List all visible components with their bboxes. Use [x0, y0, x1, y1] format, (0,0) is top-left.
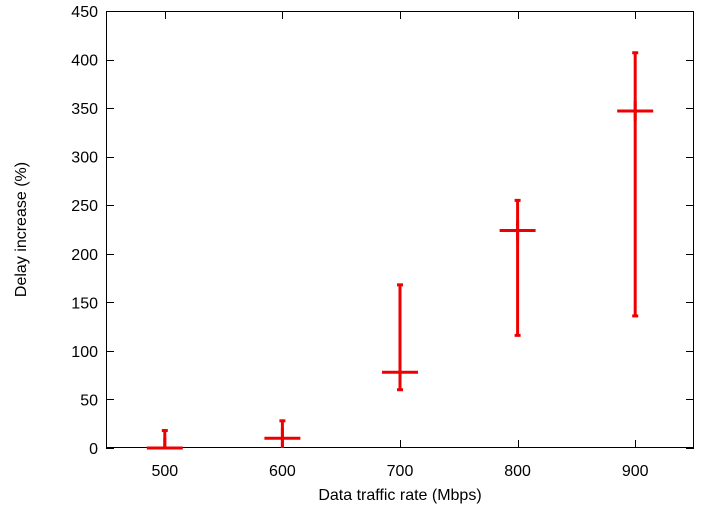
ticks: 0 50 100 150 200 250 300 350 400 450 500 600 700 800 9…	[71, 4, 694, 480]
data-point	[499, 198, 536, 337]
data-point	[264, 419, 301, 448]
x-tick-label: 900	[622, 463, 649, 480]
y-axis-label: Delay increase (%)	[13, 162, 30, 297]
x-tick-label: 500	[151, 463, 178, 480]
y-tick-label: 100	[71, 344, 98, 361]
data-point	[617, 51, 654, 318]
y-tick-label: 300	[71, 150, 98, 167]
x-axis-label: Data traffic rate (Mbps)	[318, 487, 481, 504]
y-tick-label: 0	[89, 441, 98, 458]
data-series	[146, 51, 654, 450]
x-tick-label: 800	[504, 463, 531, 480]
y-tick-label: 450	[71, 4, 98, 21]
y-tick-label: 250	[71, 198, 98, 215]
data-point	[382, 283, 418, 392]
data-point	[146, 429, 183, 450]
y-tick-label: 150	[71, 295, 98, 312]
y-tick-label: 400	[71, 53, 98, 70]
x-tick-label: 600	[269, 463, 296, 480]
y-tick-label: 200	[71, 247, 98, 264]
y-tick-label: 50	[80, 392, 98, 409]
y-tick-label: 350	[71, 101, 98, 118]
x-tick-label: 700	[387, 463, 414, 480]
